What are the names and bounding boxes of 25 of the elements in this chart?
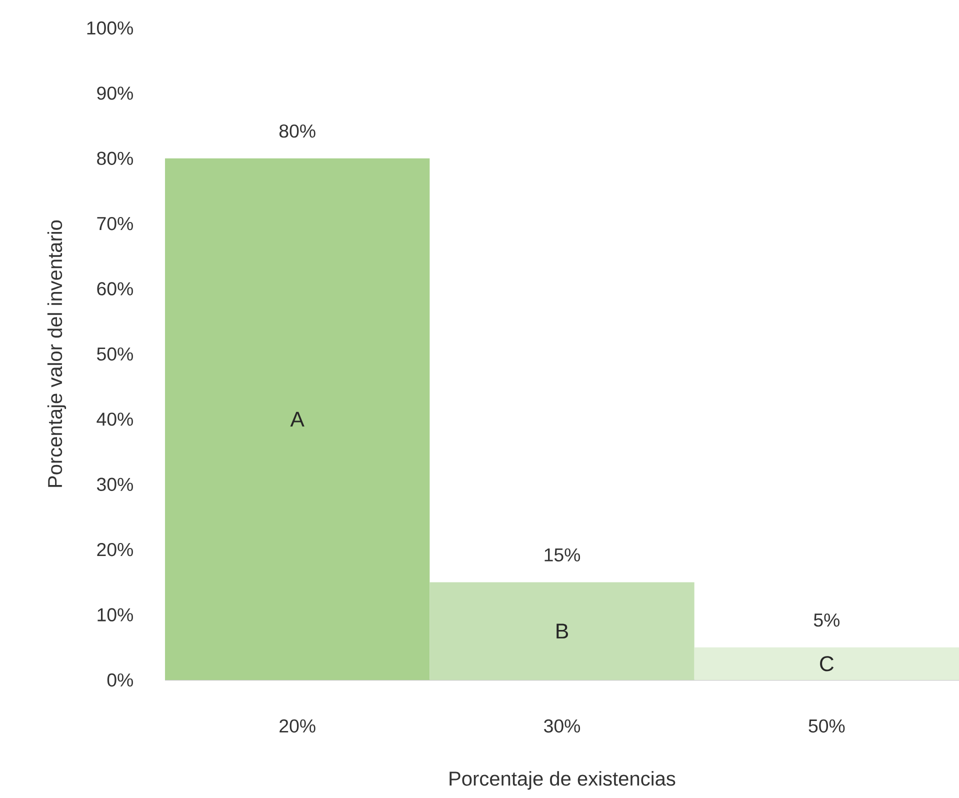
- x-axis-title: Porcentaje de existencias: [450, 771, 676, 790]
- y-tick-label: 90%: [97, 86, 133, 100]
- annotation: C: [820, 656, 834, 672]
- x-tick-label: 20%: [280, 719, 316, 733]
- y-tick-label: 30%: [96, 478, 133, 491]
- y-tick-label: 0%: [107, 673, 133, 687]
- y-axis-title: Porcentaje valor del inventario: [47, 220, 66, 487]
- y-tick-label: 10%: [98, 608, 133, 622]
- x-tick-label: 30%: [544, 719, 580, 733]
- y-tick-label: 20%: [97, 542, 133, 556]
- annotation: A: [290, 412, 304, 427]
- data-label: 15%: [544, 548, 580, 562]
- data-label: 5%: [814, 614, 840, 627]
- y-tick-label: 70%: [97, 216, 133, 230]
- bar: [430, 582, 694, 680]
- y-tick-label: 40%: [96, 412, 133, 426]
- y-tick-label: 100%: [87, 21, 133, 35]
- data-label: 80%: [279, 124, 316, 138]
- y-tick-label: 60%: [97, 282, 133, 296]
- annotation: B: [556, 624, 568, 638]
- x-tick-label: 50%: [808, 719, 845, 733]
- y-tick-label: 50%: [97, 347, 133, 361]
- bar: [694, 647, 959, 680]
- y-tick-label: 80%: [97, 152, 133, 165]
- bar: [165, 158, 430, 680]
